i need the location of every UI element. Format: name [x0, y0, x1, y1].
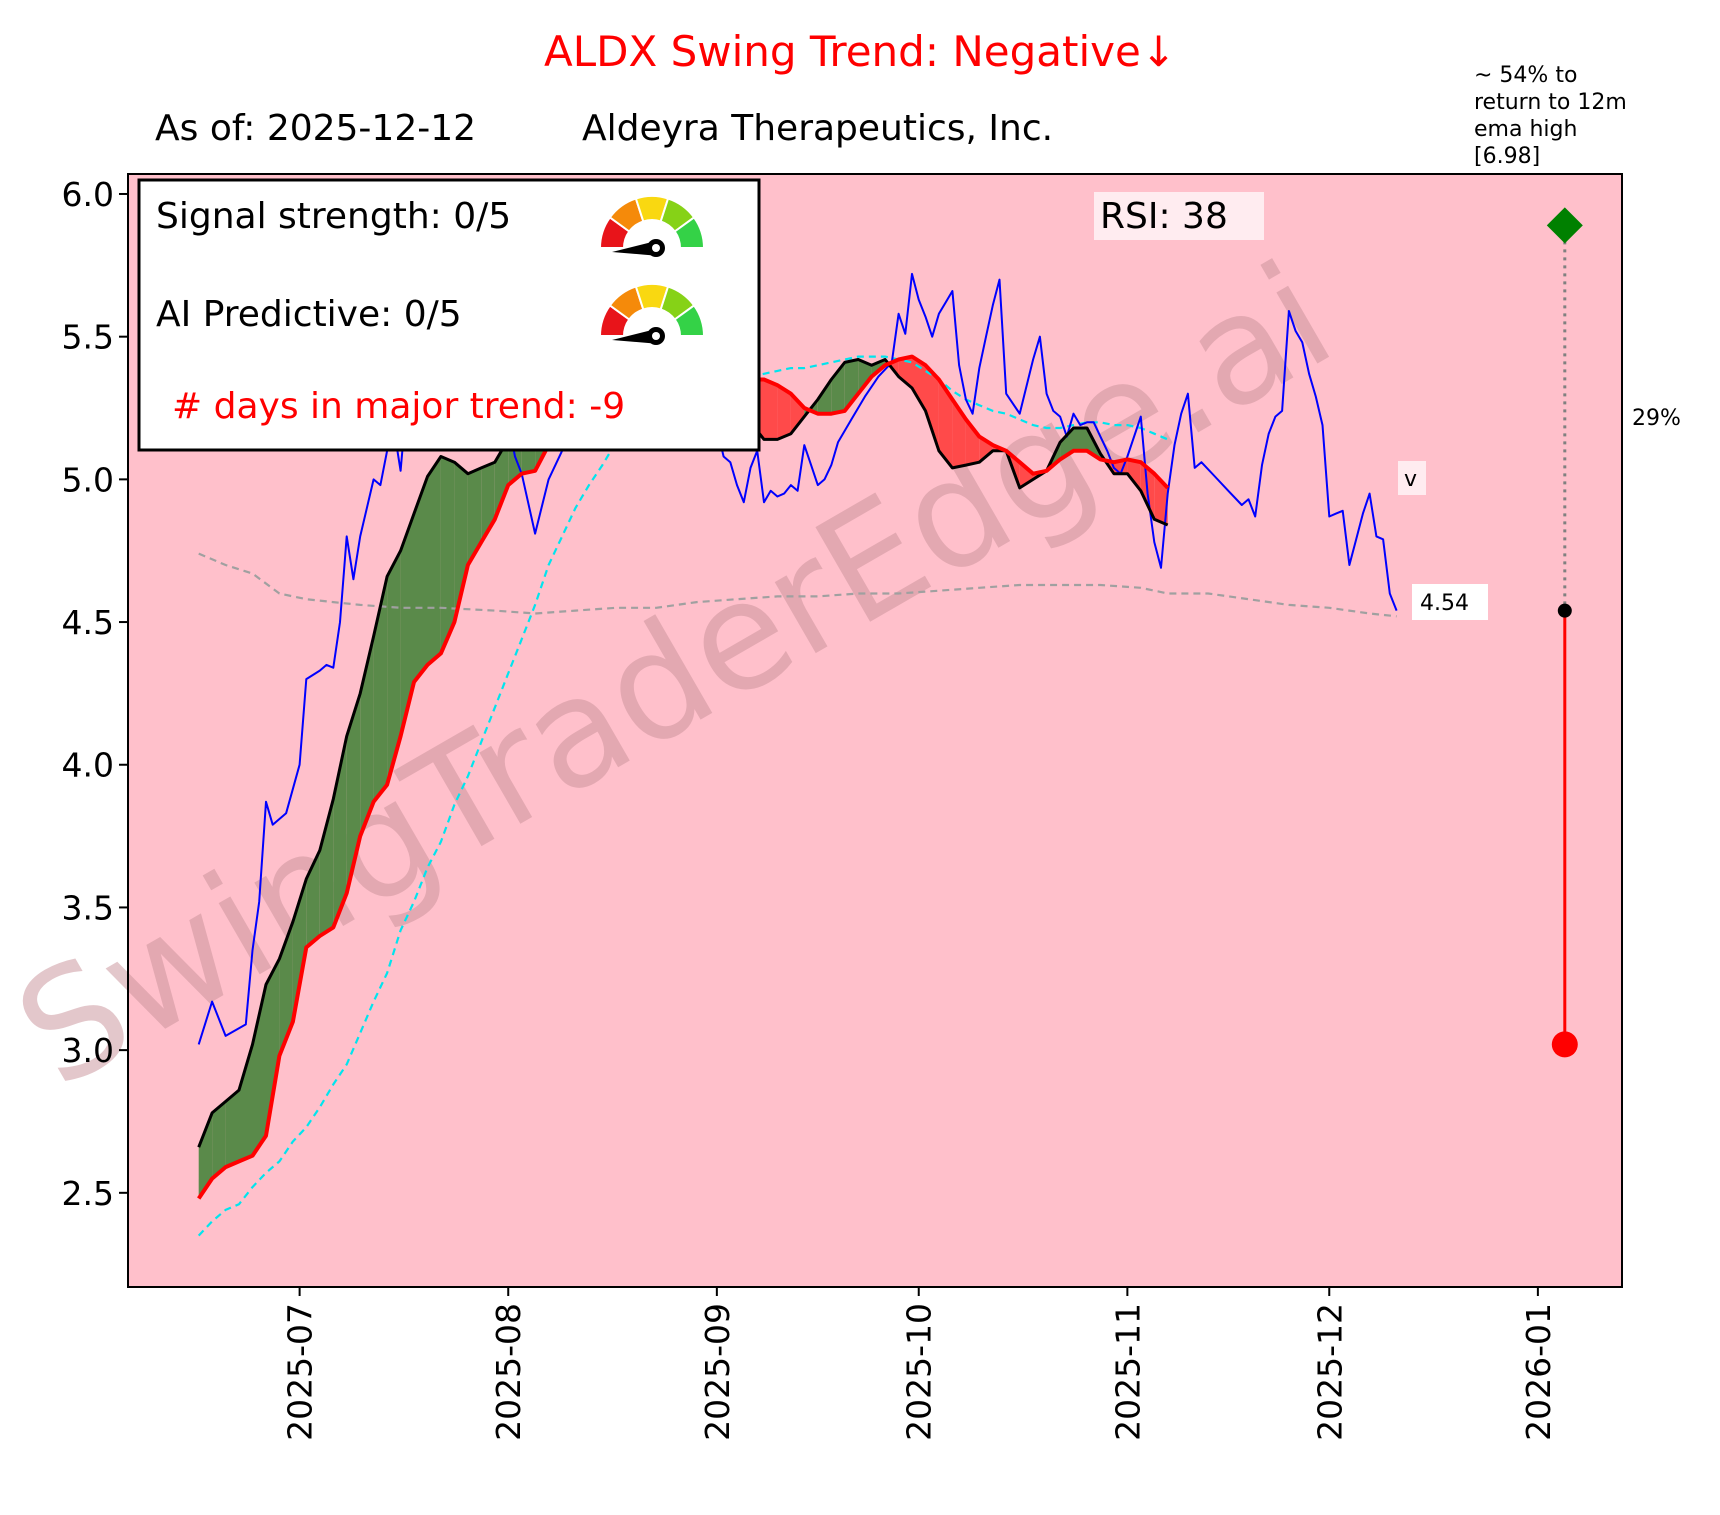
y-tick-label: 5.0 — [62, 460, 114, 499]
last-price-label: 4.54 — [1420, 591, 1469, 616]
bullish-fill-segment — [400, 513, 414, 737]
trend-marker-background — [1398, 461, 1426, 495]
x-tick-label: 2025-10 — [900, 1303, 939, 1441]
ema-crossover-fills — [198, 291, 1168, 1199]
target-note-line: [6.98] — [1474, 144, 1540, 169]
bullish-fill-segment — [440, 456, 455, 654]
y-tick-label: 5.5 — [62, 318, 114, 357]
plot-frame — [127, 173, 1623, 1288]
bullish-fill-segment — [266, 958, 280, 1136]
bullish-fill-segment — [467, 467, 482, 565]
bearish-fill-segment — [1127, 459, 1141, 491]
bearish-fill-segment — [898, 356, 912, 388]
y-tick-label: 4.5 — [62, 603, 114, 642]
ema-long-line — [198, 552, 1397, 618]
x-tick-label: 2025-12 — [1310, 1303, 1349, 1441]
y-tick-label: 2.5 — [62, 1174, 114, 1213]
ai-predictive-gauge-icon — [598, 282, 706, 345]
current-price-dot — [1557, 603, 1572, 618]
y-tick-label: 6.0 — [62, 175, 114, 214]
bullish-fill-segment — [844, 359, 859, 411]
bearish-fill-segment — [925, 365, 939, 451]
as-of-date: As of: 2025-12-12 — [155, 108, 476, 149]
x-tick-label: 2025-08 — [489, 1303, 528, 1441]
gauge-hub-center — [652, 244, 660, 252]
bearish-fill-segment — [777, 385, 791, 440]
bullish-fill-segment — [319, 799, 334, 936]
signal-strength-label: Signal strength: 0/5 — [156, 196, 511, 237]
target-note-line: ema high — [1474, 117, 1577, 142]
bullish-fill-segment — [279, 921, 293, 1056]
bullish-fill-segment — [427, 456, 441, 665]
gauge-segment — [673, 304, 706, 337]
company-name: Aldeyra Therapeutics, Inc. — [582, 108, 1053, 149]
downside-target-dot — [1551, 1031, 1578, 1058]
bearish-fill-segment — [938, 379, 953, 468]
bullish-fill-segment — [212, 1101, 226, 1179]
bullish-fill-segment — [239, 1044, 253, 1162]
bearish-fill-segment — [965, 419, 980, 466]
bullish-fill-segment — [817, 379, 832, 414]
target-note: ~ 54% to return to 12m ema high [6.98] — [1474, 63, 1627, 169]
gauge-segment — [673, 216, 706, 249]
bullish-fill-segment — [373, 576, 388, 802]
bullish-fill-segment — [454, 462, 468, 623]
target-diamond-marker — [1546, 207, 1583, 244]
legend-frame — [137, 178, 761, 452]
bullish-fill-segment — [1073, 428, 1087, 451]
projection — [1546, 207, 1583, 1058]
x-tick-label: 2025-07 — [281, 1303, 320, 1441]
signal-strength-gauge-icon — [598, 194, 706, 257]
x-tick-label: 2025-09 — [698, 1303, 737, 1441]
target-note-line: return to 12m — [1474, 90, 1627, 115]
bullish-fill-segment — [252, 984, 266, 1156]
bullish-fill-segment — [198, 1112, 213, 1199]
legend-box: Signal strength: 0/5 AI Predictive: 0/5 … — [137, 178, 761, 452]
target-note-line: ~ 54% to — [1474, 63, 1577, 88]
projection-percent: 29% — [1632, 406, 1681, 431]
bullish-fill-segment — [414, 476, 428, 682]
y-tick-label: 3.0 — [62, 1031, 114, 1070]
x-axis: 2025-07 2025-08 2025-09 2025-10 2025-11 2025-… — [281, 1287, 1558, 1441]
rsi-background — [1094, 192, 1264, 240]
days-in-trend-label: # days in major trend: -9 — [172, 386, 625, 427]
y-axis: 2.5 3.0 3.5 4.0 4.5 5.0 5.5 6.0 — [62, 175, 128, 1213]
trend-marker-box: v — [1398, 461, 1426, 495]
bearish-fill-segment — [764, 379, 778, 440]
rsi-label: RSI: 38 — [1100, 196, 1228, 237]
gauge-hub-center — [652, 332, 660, 340]
y-tick-label: 4.0 — [62, 746, 114, 785]
y-tick-label: 3.5 — [62, 888, 114, 927]
rsi-box: RSI: 38 — [1094, 192, 1264, 240]
trend-marker: v — [1404, 467, 1417, 492]
bearish-fill-segment — [790, 393, 805, 434]
last-price-background — [1412, 584, 1488, 620]
bullish-fill-segment — [225, 1090, 239, 1168]
x-tick-label: 2025-11 — [1108, 1303, 1147, 1441]
ai-predictive-label: AI Predictive: 0/5 — [156, 294, 462, 335]
bullish-fill-segment — [387, 550, 401, 785]
last-price-box: 4.54 — [1412, 584, 1488, 620]
bearish-fill-segment — [912, 356, 926, 411]
x-tick-label: 2026-01 — [1519, 1303, 1558, 1441]
bullish-fill-segment — [858, 359, 872, 394]
chart-title: ALDX Swing Trend: Negative↓ — [544, 27, 1176, 76]
bullish-fill-segment — [360, 636, 374, 837]
